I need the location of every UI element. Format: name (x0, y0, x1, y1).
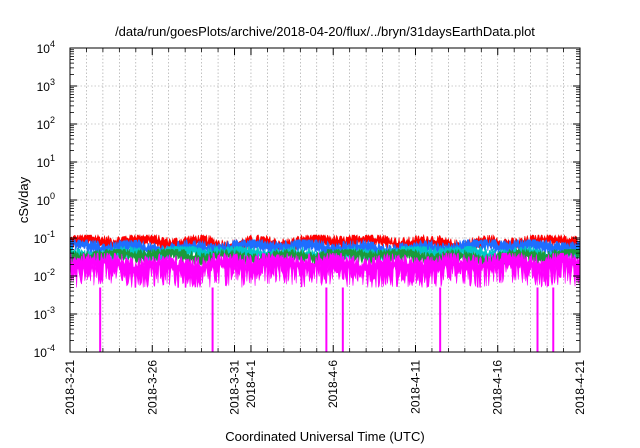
x-tick-label: 2018-4-21 (573, 360, 587, 415)
x-tick-label: 2018-4-16 (491, 360, 505, 415)
x-tick-label: 2018-4-6 (326, 360, 340, 408)
x-tick-label: 2018-3-21 (63, 360, 77, 415)
x-tick-label: 2018-4-1 (244, 360, 258, 408)
x-axis-label: Coordinated Universal Time (UTC) (225, 429, 424, 444)
tick-layer (69, 47, 581, 353)
dropout-layer (99, 287, 555, 352)
series-layer (69, 233, 581, 289)
x-tick-label: 2018-3-31 (228, 360, 242, 415)
y-axis-label: cSv/day (16, 176, 31, 223)
x-tick-label: 2018-3-26 (145, 360, 159, 415)
x-tick-label: 2018-4-11 (408, 360, 422, 414)
x-tick-labels: 2018-3-21 2018-3-26 2018-3-31 2018-4-1 2018-… (63, 360, 587, 415)
chart-title: /data/run/goesPlots/archive/2018-04-20/f… (115, 24, 535, 39)
